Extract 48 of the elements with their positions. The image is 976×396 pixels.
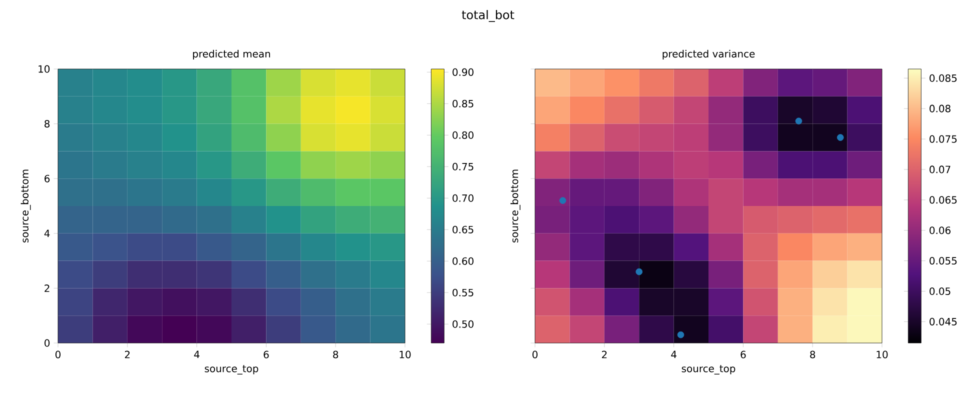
- color-bar-label: 0.075: [930, 135, 957, 143]
- color-bar-label: 0.70: [452, 194, 474, 202]
- color-bar-label: 0.60: [452, 257, 474, 265]
- color-bar-label: 0.065: [930, 196, 957, 204]
- color-bar-label: 0.05: [930, 287, 950, 296]
- y-tick-label: 4: [44, 230, 50, 238]
- point: [836, 134, 844, 141]
- y-tick-label: 10: [38, 65, 50, 73]
- color-bar-label: 0.055: [930, 257, 957, 265]
- x-tick-label: 6: [264, 350, 269, 358]
- y-axis-title: source_bottom: [20, 170, 31, 242]
- point: [559, 197, 566, 204]
- y-tick-label: 2: [44, 284, 50, 292]
- color-bar-label: 0.90: [452, 68, 474, 76]
- text: total_bot: [462, 10, 514, 22]
- color-bar-label: 0.085: [930, 74, 957, 82]
- point: [636, 268, 643, 276]
- x-tick-label: 8: [333, 350, 338, 358]
- color-bar-label: 0.07: [930, 166, 950, 174]
- x-tick-label: 6: [740, 350, 746, 358]
- chart-title: predicted variance: [662, 50, 755, 60]
- x-tick-label: 8: [810, 350, 816, 358]
- y-axis-title: source_bottom: [510, 170, 520, 242]
- x-axis-title: source_top: [682, 365, 736, 374]
- color-bar-label: 0.55: [452, 288, 474, 296]
- x-tick-label: 4: [671, 350, 676, 358]
- color-bar-label: 0.045: [930, 318, 957, 326]
- color-bar-label: 0.80: [452, 131, 474, 139]
- x-tick-label: 10: [876, 350, 888, 358]
- y-tick-label: 6: [44, 174, 50, 182]
- point: [795, 118, 802, 124]
- x-tick-label: 0: [55, 350, 61, 358]
- y-tick-label: 8: [44, 120, 50, 128]
- x-tick-label: 2: [602, 350, 607, 358]
- x-tick-label: 2: [124, 350, 130, 358]
- x-tick-label: 4: [194, 350, 200, 358]
- x-tick-label: 10: [400, 350, 411, 358]
- x-axis-title: source_top: [204, 365, 258, 374]
- y-tick-label: 0: [44, 339, 50, 347]
- color-bar-label: 0.75: [452, 162, 474, 170]
- color-bar-label: 0.06: [930, 226, 951, 234]
- x-tick-label: 0: [532, 350, 538, 358]
- color-bar-label: 0.65: [452, 226, 474, 234]
- color-bar-label: 0.50: [452, 320, 474, 328]
- point: [677, 331, 684, 338]
- color-bar-label: 0.85: [452, 100, 474, 108]
- color-bar-label: 0.08: [930, 104, 950, 112]
- chart-title: predicted mean: [193, 50, 270, 60]
